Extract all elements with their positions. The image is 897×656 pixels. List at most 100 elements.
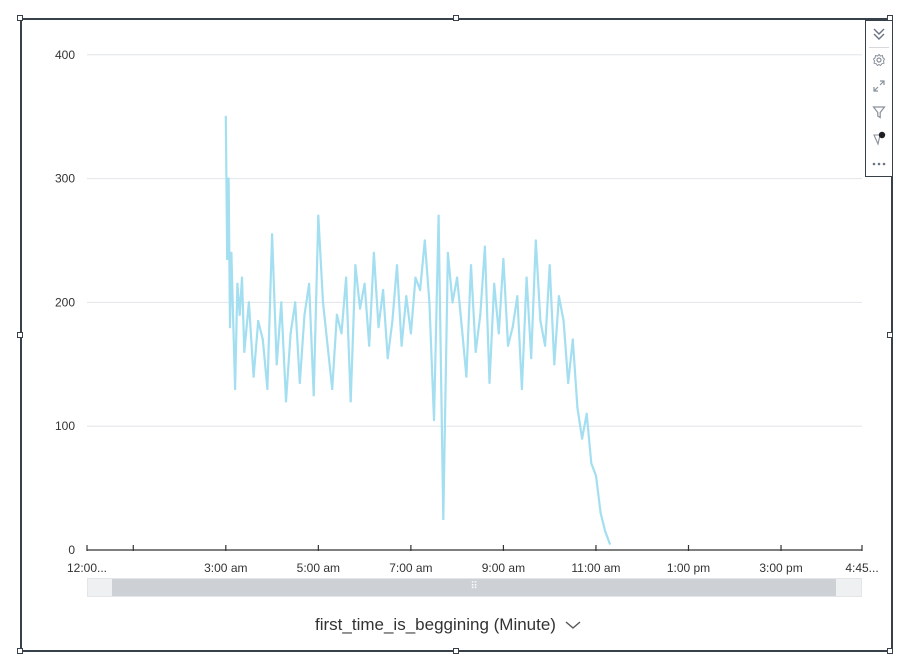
series-line-0 — [224, 116, 611, 545]
series-layer — [224, 115, 611, 545]
resize-handle-right[interactable] — [887, 332, 893, 338]
data-point — [317, 214, 320, 217]
chevron-down-icon[interactable] — [564, 620, 582, 630]
data-point — [303, 313, 306, 316]
expand-arrows-icon[interactable] — [866, 75, 892, 97]
data-point — [511, 326, 514, 329]
data-point — [307, 282, 311, 285]
data-point — [377, 326, 380, 329]
data-point — [233, 387, 237, 391]
data-point — [571, 338, 574, 341]
data-point — [599, 511, 602, 514]
data-point — [580, 437, 584, 440]
data-point — [456, 276, 459, 279]
data-point — [520, 387, 524, 391]
resize-handle-bottom-right[interactable] — [887, 648, 893, 654]
x-tick-label: 3:00 pm — [759, 561, 802, 575]
data-point — [483, 245, 487, 248]
data-point — [240, 276, 244, 279]
data-point — [465, 375, 468, 378]
data-point — [243, 350, 246, 354]
data-point — [460, 326, 463, 329]
data-point — [275, 363, 278, 366]
x-tick-label: 1:00 pm — [667, 561, 710, 575]
grip-dots-icon[interactable]: ⠿ — [470, 581, 478, 592]
data-point — [395, 264, 399, 267]
x-tick-label: 7:00 am — [389, 561, 432, 575]
y-tick-label: 0 — [68, 543, 75, 557]
data-point — [358, 307, 362, 310]
data-point — [502, 257, 505, 261]
data-point — [236, 282, 239, 285]
data-point — [368, 344, 371, 347]
data-point — [280, 301, 283, 304]
grid-lines — [87, 54, 862, 427]
data-point — [266, 387, 269, 391]
data-point — [326, 344, 329, 347]
resize-handle-top[interactable] — [453, 15, 459, 21]
data-point — [423, 239, 426, 242]
data-point — [363, 282, 366, 285]
resize-handle-bottom[interactable] — [453, 648, 459, 654]
data-point — [525, 276, 528, 279]
data-point — [252, 375, 255, 378]
data-point — [474, 350, 477, 354]
data-point — [442, 517, 445, 521]
data-point — [479, 313, 482, 316]
data-point — [409, 332, 412, 335]
data-point — [506, 344, 510, 347]
filter-funnel-icon[interactable] — [866, 101, 892, 123]
data-point — [469, 264, 473, 267]
y-tick-label: 400 — [55, 48, 75, 62]
data-point — [372, 251, 375, 254]
data-point — [488, 381, 491, 384]
data-point — [331, 387, 334, 391]
x-tick-label: 9:00 am — [482, 561, 525, 575]
data-point — [335, 313, 338, 316]
data-point — [590, 462, 593, 465]
y-tick-label: 100 — [55, 419, 75, 433]
data-point — [345, 276, 348, 279]
data-point — [382, 288, 385, 292]
data-point — [557, 295, 561, 298]
settings-gear-icon[interactable] — [866, 49, 892, 71]
data-point — [539, 319, 542, 323]
data-point — [548, 264, 551, 267]
data-point — [419, 288, 422, 292]
axes: 0 100 200 300 400 12:00... 3:00 am 5:00 am 7:00 … — [55, 48, 879, 575]
data-point — [414, 276, 417, 279]
data-point — [516, 295, 519, 298]
x-tick-label: 3:00 am — [204, 561, 247, 575]
data-point — [321, 301, 325, 304]
data-point — [497, 332, 500, 335]
x-axis-title-container: first_time_is_beggining (Minute) — [0, 615, 897, 635]
data-point — [298, 381, 301, 384]
data-point — [451, 301, 454, 304]
data-point — [257, 319, 260, 323]
data-point — [543, 344, 547, 347]
data-point — [261, 338, 264, 341]
resize-handle-bottom-left[interactable] — [17, 648, 23, 654]
data-point — [432, 418, 436, 422]
more-dots-icon[interactable] — [866, 153, 892, 175]
data-point — [294, 301, 297, 304]
data-point — [227, 177, 230, 180]
data-point — [247, 301, 251, 304]
x-scrollbar-thumb[interactable] — [112, 579, 836, 596]
data-point — [238, 313, 241, 316]
collapse-chevrons-icon[interactable] — [866, 23, 892, 45]
data-point — [386, 356, 389, 360]
data-point — [354, 264, 357, 267]
resize-handle-top-left[interactable] — [17, 15, 23, 21]
data-point — [231, 301, 234, 304]
x-tick-label: 4:45... — [845, 561, 878, 575]
data-point — [284, 400, 288, 403]
data-point — [391, 319, 394, 323]
visual-toolbar — [865, 20, 892, 177]
x-tick-label: 11:00 am — [571, 561, 620, 575]
resize-handle-left[interactable] — [17, 332, 23, 338]
data-point — [594, 474, 598, 477]
highlight-tag-icon[interactable] — [866, 127, 892, 149]
x-axis-field-selector[interactable]: first_time_is_beggining (Minute) — [315, 615, 582, 635]
data-point — [400, 344, 403, 347]
